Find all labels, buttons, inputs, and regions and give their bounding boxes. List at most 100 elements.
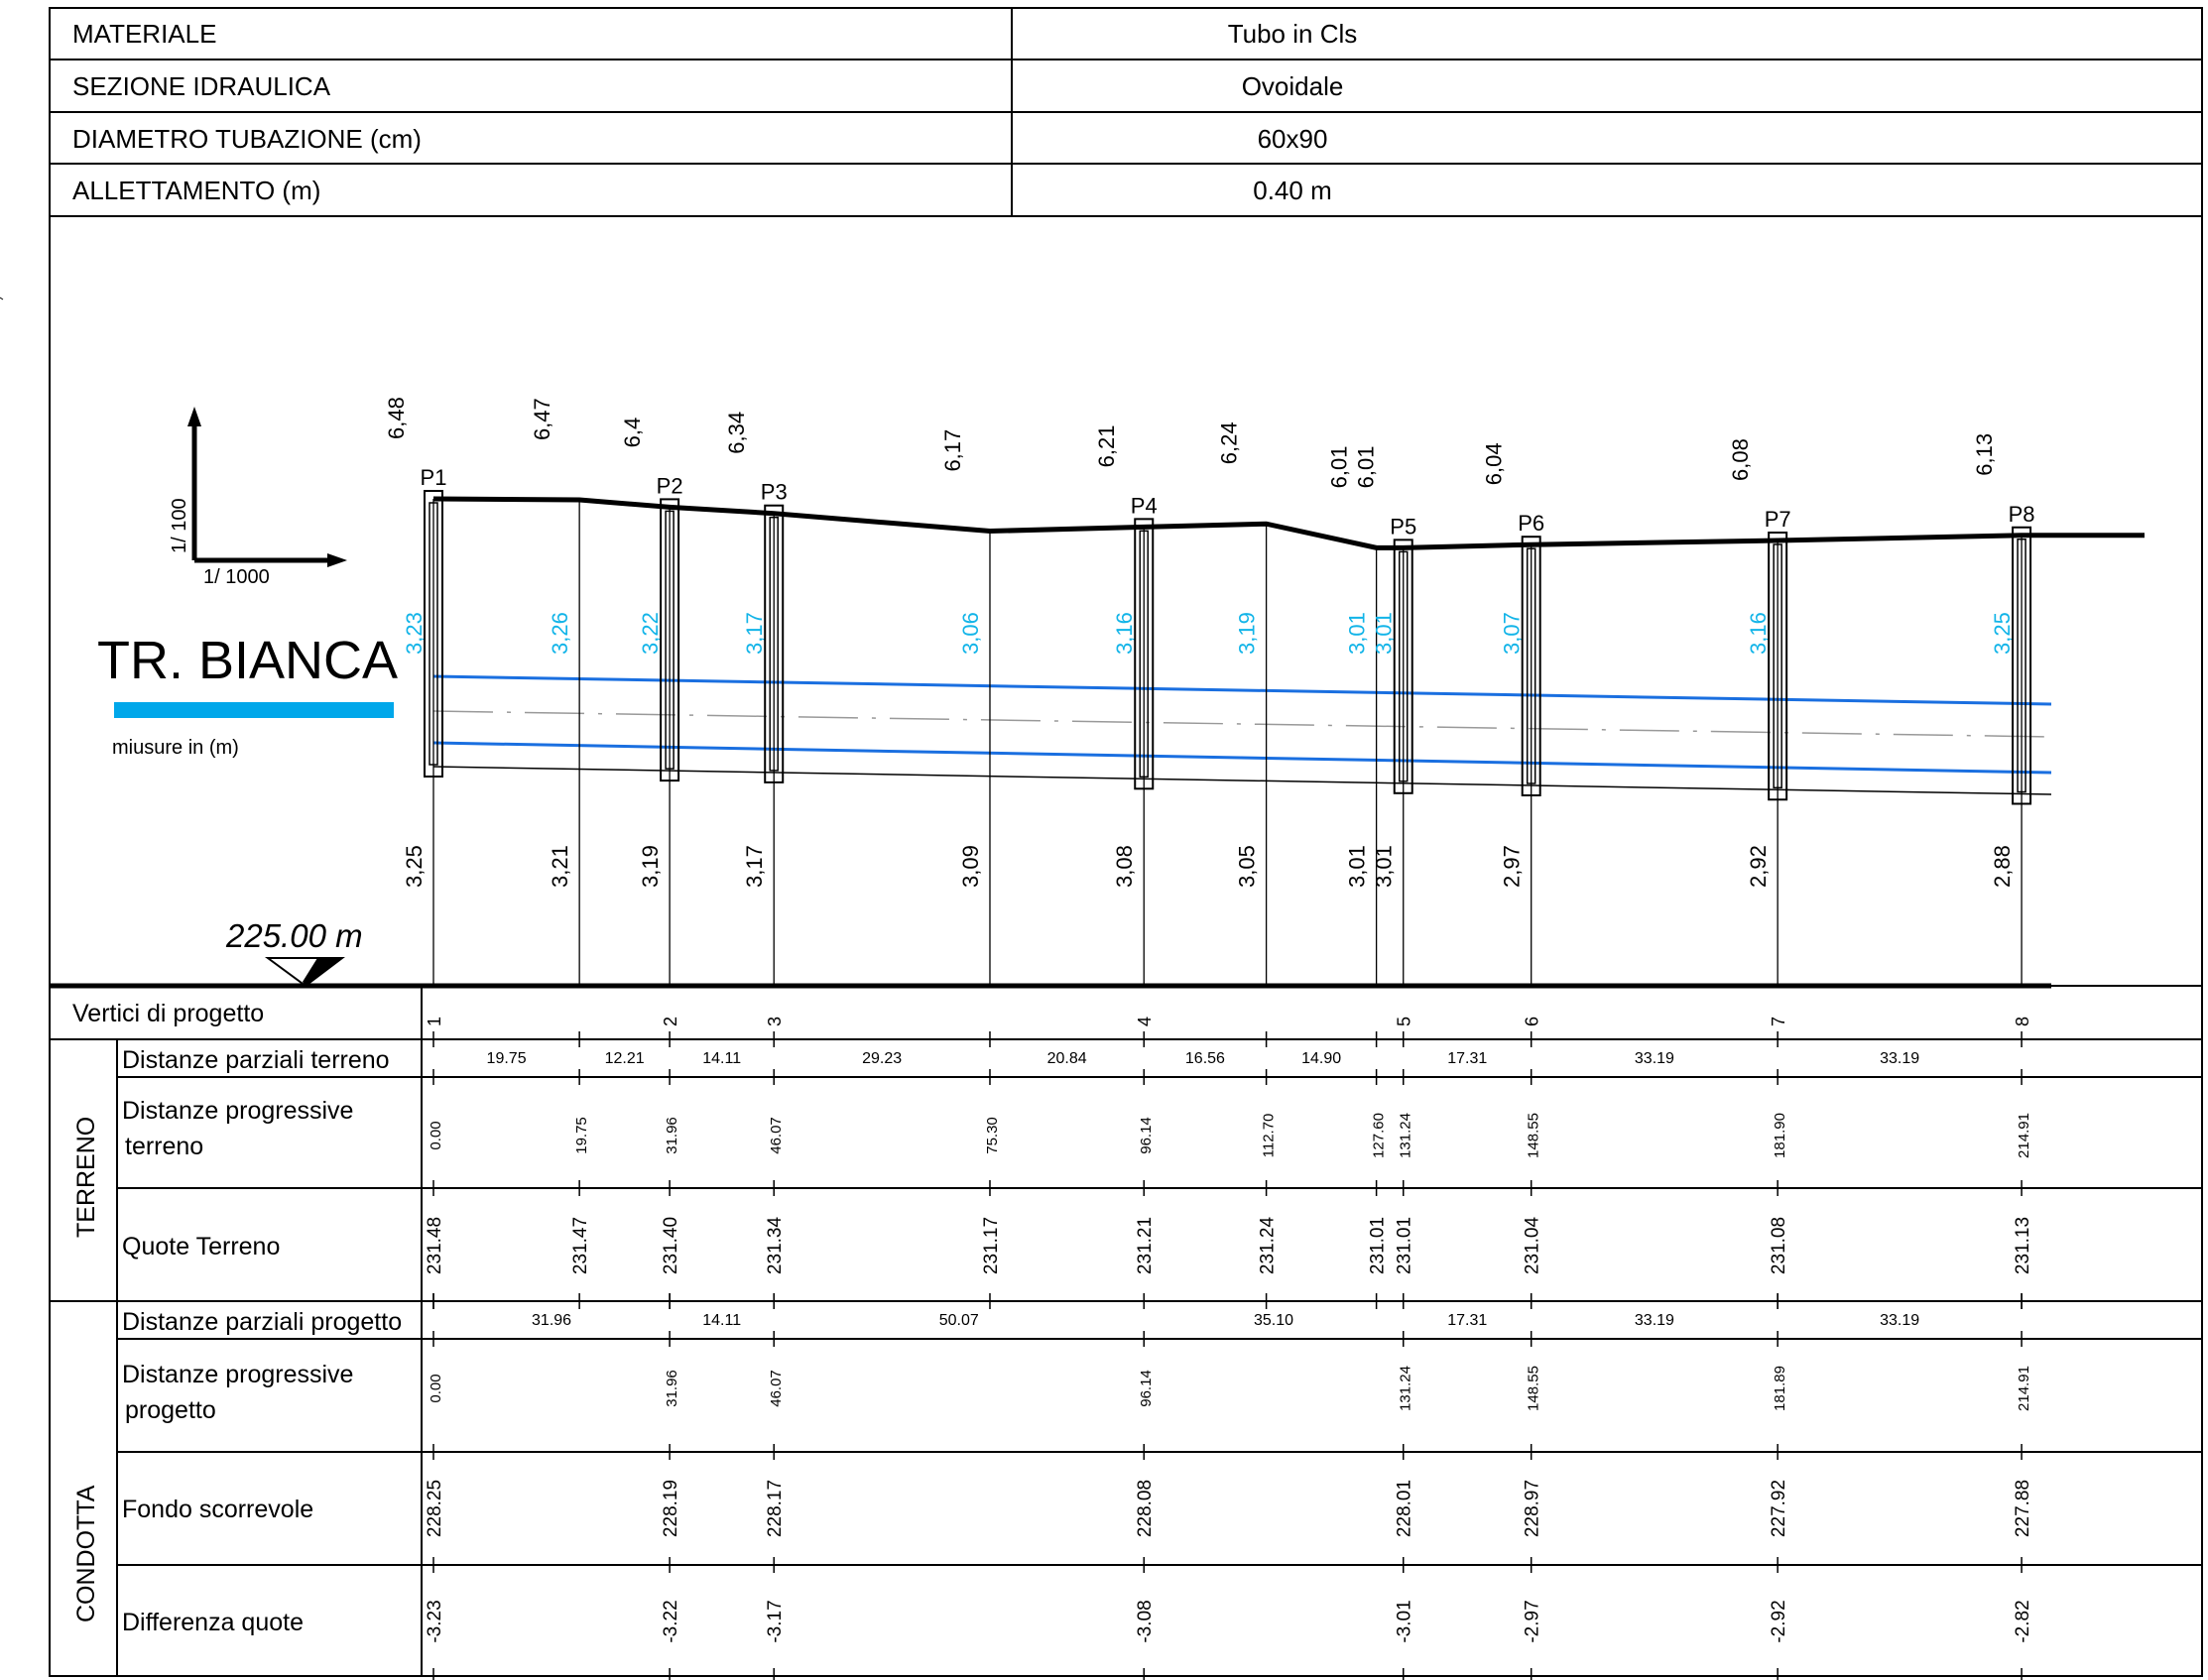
spec-label-sezione: SEZIONE IDRAULICA [72, 71, 331, 101]
manhole-outline [764, 504, 785, 783]
quote-terreno-value: 231.34 [765, 1217, 786, 1275]
ground-profile-line [432, 496, 2145, 550]
ground-depth-label: 6,24 [1217, 421, 1242, 464]
vertex-number: 1 [425, 1017, 444, 1026]
parziale-terreno-value: 29.23 [862, 1050, 902, 1067]
ground-depth-label: 6,04 [1482, 442, 1507, 485]
fondo-value: 228.17 [765, 1480, 786, 1537]
vertex-number: 2 [661, 1017, 680, 1026]
ground-depth-label: 6,21 [1094, 425, 1119, 468]
manhole-outline [660, 498, 680, 782]
parziale-terreno-value: 12.21 [605, 1050, 645, 1067]
ground-depth-label: 6,34 [724, 412, 749, 454]
data-table [49, 985, 2203, 1677]
quote-terreno-value: 231.21 [1135, 1217, 1156, 1274]
progressive-terreno-value: 0.00 [428, 1121, 444, 1149]
pipe-color-swatch [114, 702, 394, 718]
table-values-layer: 1 0.00 231.48 19.75 231.47 2 31.96 231.40 3 46.07… [425, 1017, 2033, 1680]
parziale-terreno-value: 14.90 [1301, 1050, 1341, 1067]
scale-indicator: 1/ 100 1/ 1000 [169, 407, 347, 588]
arrow-up-icon [187, 407, 201, 426]
invert-depth-label: 3,08 [1112, 845, 1137, 888]
pipe-depth-label: 3,22 [638, 612, 663, 655]
spec-value-allettamento: 0.40 m [1253, 176, 1332, 205]
manhole-label: P8 [2009, 502, 2035, 527]
vertex-number: 8 [2013, 1017, 2032, 1026]
quote-terreno-value: 231.40 [661, 1217, 681, 1274]
spec-value-materiale: Tubo in Cls [1228, 19, 1358, 49]
progressive-progetto-value: 31.96 [664, 1370, 680, 1407]
progressive-progetto-value: 181.89 [1772, 1366, 1788, 1411]
progressive-progetto-value: 148.55 [1526, 1366, 1542, 1411]
spec-label-allettamento: ALLETTAMENTO (m) [72, 176, 320, 205]
parziale-terreno-value: 19.75 [487, 1050, 527, 1067]
fondo-value: 228.01 [1395, 1480, 1415, 1537]
pipe-crown-line [432, 674, 2052, 706]
row-label-quote-terreno: Quote Terreno [122, 1233, 280, 1260]
progressive-progetto-value: 214.91 [2016, 1366, 2032, 1411]
diff-value: -2.82 [2013, 1600, 2033, 1642]
manhole-inner [2017, 539, 2026, 793]
quote-terreno-value: 231.08 [1769, 1217, 1789, 1274]
manhole-label: P5 [1390, 514, 1416, 539]
trench-bottom-line [432, 766, 2052, 795]
progressive-terreno-value: 127.60 [1371, 1113, 1388, 1158]
parziale-progetto-value: 33.19 [1635, 1312, 1674, 1329]
vertex-number: 5 [1395, 1017, 1414, 1026]
progressive-terreno-value: 112.70 [1261, 1114, 1278, 1158]
ground-depth-label: 6,13 [1972, 433, 1997, 476]
pipe-invert-line [432, 741, 2052, 775]
ground-depth-label: 6,48 [384, 397, 409, 439]
manhole-inner [1398, 550, 1409, 782]
invert-depth-label: 3,21 [548, 845, 572, 888]
quote-terreno-value: 231.01 [1395, 1217, 1415, 1274]
manhole-inner [1139, 530, 1149, 779]
row-label-progressive-progetto-2: progetto [125, 1396, 216, 1424]
parziale-progetto-value: 14.11 [702, 1312, 741, 1329]
fondo-value: 228.97 [1523, 1480, 1543, 1537]
parziale-progetto-value: 17.31 [1447, 1312, 1487, 1329]
manhole-label: P4 [1131, 493, 1158, 518]
quote-terreno-value: 231.01 [1368, 1217, 1389, 1274]
fondo-value: 227.92 [1769, 1480, 1789, 1537]
quote-terreno-value: 231.17 [981, 1217, 1002, 1274]
parziale-progetto-value: 50.07 [939, 1312, 979, 1329]
invert-depth-label: 2,97 [1500, 845, 1525, 888]
ground-depth-label: 6,17 [940, 429, 965, 472]
progressive-terreno-value: 19.75 [573, 1117, 590, 1154]
diff-value: -2.97 [1523, 1600, 1543, 1642]
manhole-inner [665, 510, 675, 770]
parziale-progetto-value: 33.19 [1880, 1312, 1919, 1329]
progressive-terreno-value: 75.30 [984, 1117, 1001, 1154]
parziale-progetto-value: 31.96 [532, 1312, 571, 1329]
row-label-progressive-terreno-2: terreno [125, 1133, 203, 1160]
vertex-number: 4 [1135, 1017, 1155, 1026]
progressive-terreno-value: 96.14 [1138, 1117, 1155, 1154]
progressive-terreno-value: 46.07 [768, 1117, 785, 1154]
pipe-depth-label: 3,16 [1746, 612, 1771, 655]
progressive-progetto-value: 96.14 [1138, 1370, 1155, 1407]
pipe-depth-label: 3,01 [1345, 612, 1370, 655]
ground-depth-label: 6,4 [620, 418, 645, 448]
quote-terreno-value: 231.24 [1258, 1217, 1279, 1275]
manhole-label: P1 [421, 465, 447, 490]
invert-depth-label: 3,09 [958, 845, 983, 888]
manhole-label: P3 [761, 480, 788, 505]
invert-depth-label: 3,25 [402, 845, 427, 888]
row-label-diff: Differenza quote [122, 1609, 304, 1636]
progressive-terreno-value: 131.24 [1398, 1113, 1414, 1158]
vertex-number: 3 [765, 1017, 785, 1026]
invert-depth-label: 3,01 [1372, 845, 1397, 888]
ground-depth-label: 6,01 [1354, 446, 1379, 489]
ground-depth-label: 6,47 [530, 398, 554, 440]
diff-value: -2.92 [1769, 1600, 1789, 1642]
progressive-terreno-value: 181.90 [1772, 1113, 1788, 1158]
parziale-terreno-value: 17.31 [1447, 1050, 1487, 1067]
manhole-inner [1526, 547, 1536, 784]
manhole-label: P6 [1518, 511, 1544, 536]
parziale-terreno-value: 20.84 [1047, 1050, 1087, 1067]
parziale-terreno-value: 16.56 [1185, 1050, 1225, 1067]
progressive-progetto-value: 0.00 [428, 1374, 444, 1402]
group-label-terreno: TERRENO [72, 1117, 100, 1238]
